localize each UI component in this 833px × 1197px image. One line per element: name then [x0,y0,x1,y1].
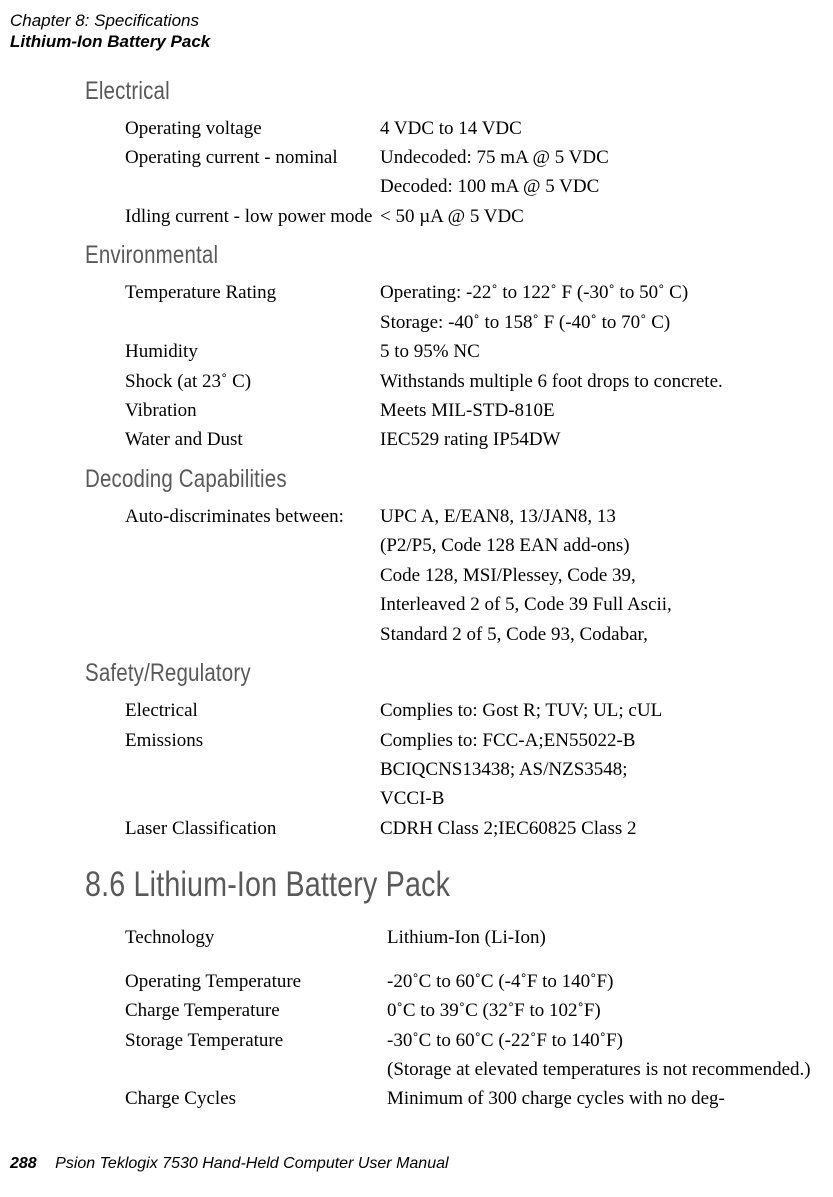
spec-row: Charge Temperature 0˚C to 39˚C (32˚F to … [85,996,817,1025]
spec-row: Storage: -40˚ to 158˚ F (-40˚ to 70˚ C) [85,308,817,337]
spec-label: Laser Classification [85,814,380,843]
spec-label: Operating current - nominal [85,143,380,172]
page-header: Chapter 8: Specifications Lithium-Ion Ba… [10,10,823,53]
section-line: Lithium-Ion Battery Pack [10,31,823,52]
spec-label: Charge Temperature [85,996,387,1025]
page-footer: 288 Psion Teklogix 7530 Hand-Held Comput… [10,1155,449,1173]
spec-label [85,755,380,784]
spec-label [85,784,380,813]
spec-label: Temperature Rating [85,278,380,307]
spec-row: Emissions Complies to: FCC-A;EN55022-B [85,726,817,755]
spec-row: Interleaved 2 of 5, Code 39 Full Ascii, [85,590,817,619]
spec-label: Technology [85,923,387,952]
spec-value: 5 to 95% NC [380,337,817,366]
spec-row: Water and Dust IEC529 rating IP54DW [85,425,817,454]
spec-label: Emissions [85,726,380,755]
spec-value: -20˚C to 60˚C (-4˚F to 140˚F) [387,967,817,996]
spec-label: Charge Cycles [85,1084,387,1113]
chapter-line: Chapter 8: Specifications [10,10,823,31]
spec-row: Operating current - nominal Undecoded: 7… [85,143,817,172]
manual-title: Psion Teklogix 7530 Hand-Held Computer U… [55,1155,448,1172]
spec-label: Storage Temperature [85,1026,387,1055]
spec-row: Decoded: 100 mA @ 5 VDC [85,172,817,201]
spec-value: 4 VDC to 14 VDC [380,114,817,143]
spec-row: Humidity 5 to 95% NC [85,337,817,366]
spec-label: Auto-discriminates between: [85,502,380,531]
spec-row: BCIQCNS13438; AS/NZS3548; [85,755,817,784]
spec-value: < 50 µA @ 5 VDC [380,202,817,231]
spec-row: (P2/P5, Code 128 EAN add-ons) [85,531,817,560]
spec-value: Decoded: 100 mA @ 5 VDC [380,172,817,201]
spec-row: Idling current - low power mode < 50 µA … [85,202,817,231]
spec-row: Code 128, MSI/Plessey, Code 39, [85,561,817,590]
spec-row: (Storage at elevated temperatures is not… [85,1055,817,1084]
spec-label [85,561,380,590]
spec-value: Interleaved 2 of 5, Code 39 Full Ascii, [380,590,817,619]
spec-row: Temperature Rating Operating: -22˚ to 12… [85,278,817,307]
spec-row: Vibration Meets MIL-STD-810E [85,396,817,425]
spec-value: (Storage at elevated temperatures is not… [387,1055,817,1084]
spec-label: Idling current - low power mode [85,202,380,231]
spec-value: Storage: -40˚ to 158˚ F (-40˚ to 70˚ C) [380,308,817,337]
spec-value: 0˚C to 39˚C (32˚F to 102˚F) [387,996,817,1025]
main-section-title: 8.6 Lithium-Ion Battery Pack [85,865,685,905]
spec-value: Complies to: Gost R; TUV; UL; cUL [380,696,817,725]
spec-value: Undecoded: 75 mA @ 5 VDC [380,143,817,172]
spec-label [85,590,380,619]
spec-label: Humidity [85,337,380,366]
spec-value: Standard 2 of 5, Code 93, Codabar, [380,620,817,649]
spec-value: Operating: -22˚ to 122˚ F (-30˚ to 50˚ C… [380,278,817,307]
spec-label: Shock (at 23˚ C) [85,367,380,396]
spec-value: Withstands multiple 6 foot drops to conc… [380,367,817,396]
spec-row: Storage Temperature -30˚C to 60˚C (-22˚F… [85,1026,817,1055]
spec-row: Electrical Complies to: Gost R; TUV; UL;… [85,696,817,725]
spec-label [85,308,380,337]
section-title-decoding: Decoding Capabilities [85,465,685,494]
spec-value: Minimum of 300 charge cycles with no deg… [387,1084,817,1113]
section-title-electrical: Electrical [85,77,685,106]
spec-row: Laser Classification CDRH Class 2;IEC608… [85,814,817,843]
spec-row: Charge Cycles Minimum of 300 charge cycl… [85,1084,817,1113]
spec-value: BCIQCNS13438; AS/NZS3548; [380,755,817,784]
spec-row: Operating Temperature -20˚C to 60˚C (-4˚… [85,967,817,996]
spec-row: Auto-discriminates between: UPC A, E/EAN… [85,502,817,531]
page-content: Electrical Operating voltage 4 VDC to 14… [85,77,817,1114]
section-title-safety: Safety/Regulatory [85,659,685,688]
spec-label: Vibration [85,396,380,425]
section-title-environmental: Environmental [85,241,685,270]
spec-value: Code 128, MSI/Plessey, Code 39, [380,561,817,590]
spec-row: VCCI-B [85,784,817,813]
spec-row: Operating voltage 4 VDC to 14 VDC [85,114,817,143]
spec-row: Standard 2 of 5, Code 93, Codabar, [85,620,817,649]
spec-label: Water and Dust [85,425,380,454]
spec-label [85,172,380,201]
spec-label: Electrical [85,696,380,725]
spec-value: Complies to: FCC-A;EN55022-B [380,726,817,755]
spec-value: UPC A, E/EAN8, 13/JAN8, 13 [380,502,817,531]
spec-value: -30˚C to 60˚C (-22˚F to 140˚F) [387,1026,817,1055]
spec-value: IEC529 rating IP54DW [380,425,817,454]
spec-label [85,1055,387,1084]
spec-value: CDRH Class 2;IEC60825 Class 2 [380,814,817,843]
page-number: 288 [10,1155,37,1172]
spec-value: Meets MIL-STD-810E [380,396,817,425]
spec-value: (P2/P5, Code 128 EAN add-ons) [380,531,817,560]
spec-row: Shock (at 23˚ C) Withstands multiple 6 f… [85,367,817,396]
spec-label [85,620,380,649]
spec-row: Technology Lithium-Ion (Li-Ion) [85,923,817,952]
spec-label [85,531,380,560]
spec-label: Operating voltage [85,114,380,143]
spec-label: Operating Temperature [85,967,387,996]
spec-value: VCCI-B [380,784,817,813]
spec-value: Lithium-Ion (Li-Ion) [387,923,817,952]
